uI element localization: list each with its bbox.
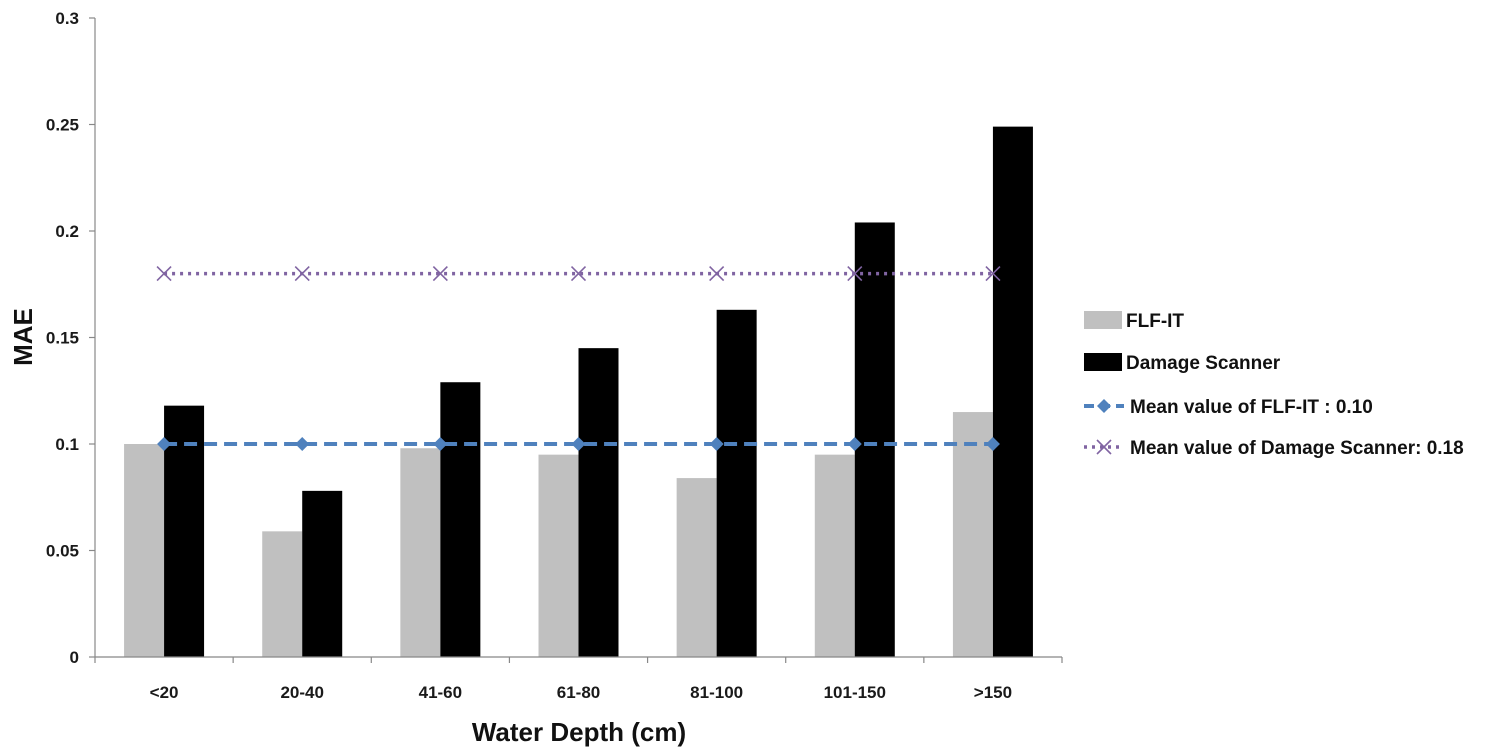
x-tick-label: 20-40 — [280, 683, 323, 702]
legend-label: Damage Scanner — [1126, 353, 1281, 374]
legend-marker — [1097, 399, 1111, 413]
y-tick-label: 0.25 — [46, 116, 79, 135]
x-tick-label: 81-100 — [690, 683, 743, 702]
bar-damage-scanner — [578, 348, 619, 657]
legend: FLF-IT Damage Scanner Mean value of FLF-IT… — [1084, 311, 1464, 459]
x-marker-stroke — [985, 266, 1001, 282]
marker-mean-value-of-flf-it-0-10 — [295, 437, 310, 451]
x-axis-title: Water Depth (cm) — [472, 717, 686, 747]
legend-marker — [1096, 439, 1112, 455]
y-axis-title: MAE — [8, 308, 38, 366]
y-tick-label: 0 — [70, 648, 79, 667]
x-tick-label: 101-150 — [824, 683, 886, 702]
legend-label: FLF-IT — [1126, 311, 1184, 332]
marker-mean-value-of-flf-it-0-10 — [157, 437, 172, 451]
x-marker-stroke — [709, 266, 725, 282]
x-marker-stroke — [847, 266, 863, 282]
marker-mean-value-of-damage-scanner-0-18 — [847, 266, 863, 282]
bar-flf-it — [400, 448, 441, 657]
y-tick-label: 0.2 — [55, 222, 79, 241]
legend-item-damage-scanner: Damage Scanner — [1084, 353, 1281, 374]
x-tick-label: 41-60 — [419, 683, 462, 702]
x-tick-label: 61-80 — [557, 683, 600, 702]
bar-flf-it — [952, 412, 993, 657]
plot-area — [124, 126, 1033, 658]
legend-label: Mean value of Damage Scanner: 0.18 — [1130, 438, 1464, 459]
x-marker-stroke — [1096, 439, 1112, 455]
bar-damage-scanner — [302, 490, 343, 657]
bar-flf-it — [676, 478, 717, 657]
x-marker-stroke — [156, 266, 172, 282]
marker-mean-value-of-flf-it-0-10 — [709, 437, 724, 451]
y-tick-label: 0.05 — [46, 542, 79, 561]
x-marker-stroke — [432, 266, 448, 282]
bar-damage-scanner — [716, 309, 757, 657]
bar-damage-scanner — [440, 382, 481, 657]
x-marker-stroke — [570, 266, 587, 282]
legend-item-mean-value-of-flf-it-0-10: Mean value of FLF-IT : 0.10 — [1084, 397, 1373, 418]
y-tick-label: 0.3 — [55, 9, 79, 28]
bar-flf-it — [538, 454, 579, 657]
marker-mean-value-of-flf-it-0-10 — [847, 437, 862, 451]
bar-damage-scanner — [164, 405, 205, 657]
marker-mean-value-of-damage-scanner-0-18 — [432, 266, 448, 282]
bar-flf-it — [262, 531, 303, 657]
legend-label: Mean value of FLF-IT : 0.10 — [1130, 397, 1373, 418]
marker-mean-value-of-flf-it-0-10 — [985, 437, 1000, 451]
x-marker-stroke — [294, 266, 310, 282]
x-tick-label: >150 — [974, 683, 1012, 702]
legend-swatch — [1084, 311, 1122, 329]
bar-flf-it — [814, 454, 855, 657]
bar-damage-scanner — [854, 222, 895, 658]
x-tick-label: <20 — [150, 683, 179, 702]
y-tick-label: 0.15 — [46, 329, 79, 348]
marker-mean-value-of-flf-it-0-10 — [571, 437, 586, 451]
legend-item-flf-it: FLF-IT — [1084, 311, 1184, 332]
y-tick-label: 0.1 — [55, 435, 79, 454]
marker-mean-value-of-damage-scanner-0-18 — [985, 266, 1001, 282]
bar-damage-scanner — [992, 126, 1033, 657]
marker-mean-value-of-damage-scanner-0-18 — [709, 266, 725, 282]
bar-flf-it — [124, 444, 165, 657]
marker-mean-value-of-flf-it-0-10 — [433, 437, 448, 451]
marker-mean-value-of-damage-scanner-0-18 — [156, 266, 172, 282]
legend-swatch — [1084, 353, 1122, 371]
marker-mean-value-of-damage-scanner-0-18 — [294, 266, 310, 282]
axes: MAE Water Depth (cm) 0 0.05 0.1 0.15 0.2 0.25… — [8, 9, 1063, 747]
marker-mean-value-of-damage-scanner-0-18 — [570, 266, 587, 282]
legend-item-mean-value-of-damage-scanner-0-18: Mean value of Damage Scanner: 0.18 — [1084, 438, 1464, 459]
